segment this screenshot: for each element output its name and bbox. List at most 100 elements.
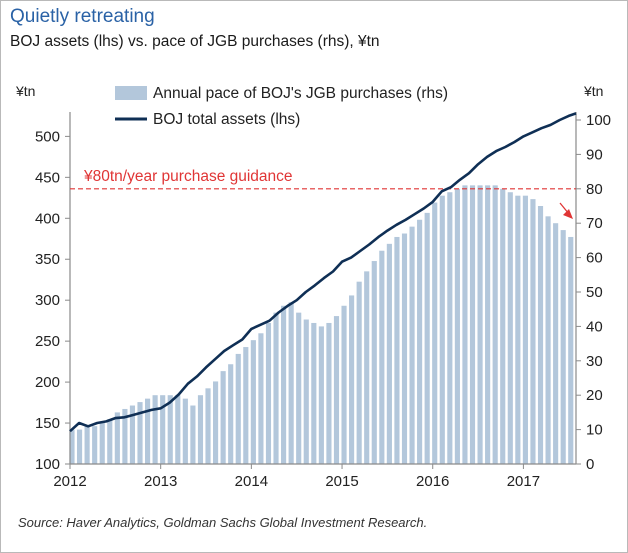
purchase-pace-bar [485,185,491,465]
purchase-pace-bar [507,192,513,465]
purchase-pace-bar [477,185,483,465]
purchase-pace-bar [152,395,158,464]
chart-subtitle: BOJ assets (lhs) vs. pace of JGB purchas… [10,33,380,50]
left-axis-tick-label: 500 [35,128,60,145]
purchase-pace-bar [341,305,347,464]
purchase-pace-bar [553,223,559,464]
purchase-pace-bar [114,412,120,464]
purchase-pace-bar [371,261,377,464]
purchase-pace-bar [522,195,528,464]
left-axis-tick-label: 200 [35,374,60,391]
purchase-pace-bar [175,395,181,464]
purchase-pace-bar [530,199,536,464]
left-axis-tick-label: 350 [35,251,60,268]
x-axis-tick-label: 2013 [144,473,177,490]
legend-bar-label: Annual pace of BOJ's JGB purchases (rhs) [153,85,448,102]
purchase-pace-bar [537,206,544,464]
purchase-pace-bar [167,395,173,464]
purchase-pace-bar [462,185,468,465]
purchase-pace-bar [137,402,143,464]
right-axis-tick-label: 10 [586,422,603,439]
right-axis-tick-label: 70 [586,215,603,232]
purchase-pace-bar [190,405,196,464]
purchase-pace-bar [492,185,498,465]
purchase-pace-bar [311,322,317,464]
purchase-pace-bar [288,302,294,464]
purchase-pace-bar [69,429,75,464]
purchase-pace-bar [432,202,438,464]
purchase-pace-bar [296,312,302,464]
purchase-pace-bar [258,333,264,464]
purchase-pace-bar [250,340,256,464]
right-axis-tick-label: 0 [586,456,594,473]
x-axis-tick-label: 2015 [325,473,358,490]
right-axis-unit: ¥tn [583,83,603,99]
right-axis-tick-label: 50 [586,284,603,301]
purchase-pace-bar [273,312,279,464]
left-axis-tick-label: 150 [35,415,60,432]
purchase-pace-bar [213,381,219,464]
purchase-pace-bar [364,271,370,464]
purchase-pace-bar [409,226,415,464]
purchase-pace-bar [401,233,408,464]
purchase-pace-bar [333,316,340,464]
purchase-pace-bar [145,398,151,464]
purchase-pace-bar [228,364,234,464]
purchase-pace-bar [84,426,90,464]
x-axis-tick-label: 2012 [53,473,86,490]
right-axis-tick-label: 90 [586,146,603,163]
purchase-pace-bar [122,408,128,464]
purchase-pace-bar [439,195,445,464]
left-axis-tick-label: 450 [35,169,60,186]
purchase-pace-bar [205,388,211,464]
purchase-pace-bar [500,188,506,465]
purchase-pace-bar [265,322,272,464]
purchase-pace-bar [160,395,166,464]
purchase-pace-bar [197,395,204,464]
chart-title: Quietly retreating [10,6,155,27]
purchase-pace-bar [386,243,392,464]
purchase-pace-bar [349,295,355,464]
purchase-pace-bar [220,371,226,464]
purchase-pace-bar [469,185,476,465]
purchase-pace-bar [417,219,423,464]
purchase-pace-bar [182,398,188,464]
right-axis-tick-label: 40 [586,318,603,335]
boj-assets-line [69,112,577,433]
right-axis-tick-label: 20 [586,387,603,404]
left-axis-unit: ¥tn [15,83,35,99]
purchase-pace-bar [303,319,309,464]
right-axis-tick-label: 30 [586,353,603,370]
purchase-pace-bar [560,230,566,464]
x-axis-tick-label: 2016 [416,473,449,490]
purchase-pace-bar [394,236,400,464]
right-axis-tick-label: 60 [586,250,603,267]
left-axis-tick-label: 250 [35,333,60,350]
legend-line-label: BOJ total assets (lhs) [153,111,300,128]
purchase-pace-bar [515,195,521,464]
purchase-pace-bar [235,353,241,464]
purchase-pace-bar [243,347,249,464]
legend-bar-swatch [115,86,147,100]
x-axis-tick-label: 2017 [507,473,540,490]
purchase-pace-bar [356,281,362,464]
purchase-pace-bar [107,419,113,464]
left-axis-tick-label: 400 [35,210,60,227]
purchase-pace-bar [129,405,136,464]
purchase-pace-bar [318,326,324,464]
purchase-pace-bar [568,236,574,464]
left-axis-tick-label: 100 [35,456,60,473]
purchase-pace-bar [424,212,430,464]
purchase-pace-bar [99,422,105,464]
right-axis-tick-label: 100 [586,112,611,129]
purchase-pace-bar [92,426,98,464]
right-axis-tick-label: 80 [586,181,603,198]
left-axis-tick-label: 300 [35,292,60,309]
purchase-pace-bar [76,429,83,464]
purchase-pace-bar [545,216,551,464]
purchase-pace-bar [454,188,460,465]
x-axis-tick-label: 2014 [235,473,268,490]
guidance-label: ¥80tn/year purchase guidance [83,168,293,185]
source-note: Source: Haver Analytics, Goldman Sachs G… [18,515,428,530]
